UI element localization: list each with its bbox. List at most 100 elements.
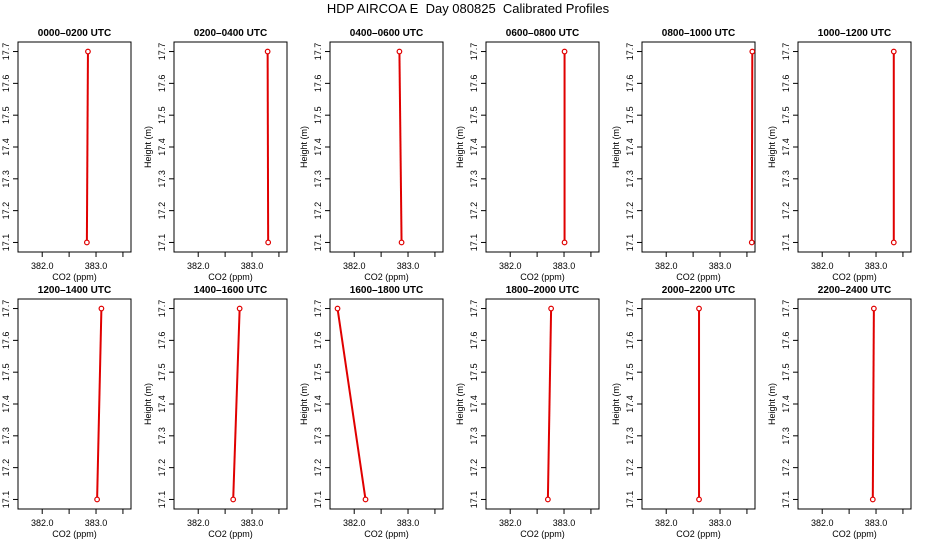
y-tick-label: 17.3	[469, 427, 479, 445]
x-tick-label: 383.0	[241, 261, 264, 271]
y-tick-label: 17.6	[781, 332, 791, 350]
y-tick-label: 17.3	[157, 170, 167, 188]
data-point	[230, 496, 237, 503]
y-tick-label: 17.6	[313, 75, 323, 93]
y-tick-label: 17.3	[157, 427, 167, 445]
y-tick-label: 17.1	[781, 234, 791, 252]
x-tick-label: 382.0	[811, 518, 834, 528]
y-tick-label: 17.7	[313, 300, 323, 318]
x-tick-label: 382.0	[655, 518, 678, 528]
y-tick-label: 17.2	[781, 202, 791, 220]
x-tick-label: 383.0	[553, 261, 576, 271]
y-tick-label: 17.4	[781, 138, 791, 156]
y-axis-label: Height (m)	[611, 126, 621, 168]
x-tick-label: 382.0	[343, 518, 366, 528]
y-tick-label: 17.5	[157, 363, 167, 381]
y-tick-label: 17.7	[469, 300, 479, 318]
y-tick-label: 17.4	[781, 395, 791, 413]
y-tick-label: 17.2	[625, 459, 635, 477]
y-tick-label: 17.6	[625, 75, 635, 93]
profile-line	[546, 308, 553, 500]
y-tick-label: 17.7	[1, 300, 11, 318]
x-axis-label: CO2 (ppm)	[208, 529, 253, 539]
y-tick-label: 17.4	[469, 138, 479, 156]
y-tick-label: 17.3	[625, 170, 635, 188]
plot-frame	[17, 41, 132, 253]
y-tick-label: 17.5	[781, 363, 791, 381]
y-tick-label: 17.7	[157, 43, 167, 61]
x-tick-label: 382.0	[343, 261, 366, 271]
x-tick-label: 382.0	[31, 261, 54, 271]
profile-line	[96, 308, 103, 500]
y-tick-label: 17.2	[625, 202, 635, 220]
y-tick-label: 17.5	[469, 363, 479, 381]
y-tick-label: 17.7	[157, 300, 167, 318]
y-tick-label: 17.6	[1, 75, 11, 93]
data-point	[696, 496, 702, 503]
y-tick-label: 17.5	[1, 106, 11, 124]
y-tick-label: 17.5	[781, 106, 791, 124]
x-tick-label: 383.0	[553, 518, 576, 528]
x-tick-label: 382.0	[811, 261, 834, 271]
y-tick-label: 17.1	[1, 234, 11, 252]
profile-line	[85, 51, 89, 243]
y-tick-label: 17.1	[157, 491, 167, 509]
y-axis-label: Height (m)	[455, 383, 465, 425]
x-tick-label: 383.0	[709, 518, 732, 528]
x-axis-label: CO2 (ppm)	[520, 272, 565, 282]
panel-title: 0000–0200 UTC	[38, 28, 111, 39]
plot-frame	[641, 41, 756, 253]
y-tick-label: 17.1	[157, 234, 167, 252]
data-point	[890, 239, 897, 246]
plot-frame	[173, 298, 288, 510]
plot-frame	[329, 298, 444, 510]
y-tick-label: 17.5	[157, 106, 167, 124]
y-tick-label: 17.4	[157, 395, 167, 413]
x-tick-label: 382.0	[187, 261, 210, 271]
x-tick-label: 383.0	[865, 518, 888, 528]
y-tick-label: 17.1	[625, 491, 635, 509]
x-tick-label: 383.0	[85, 261, 108, 271]
data-point	[398, 239, 405, 246]
x-tick-label: 382.0	[31, 518, 54, 528]
data-point	[396, 48, 403, 55]
y-axis-label: Height (m)	[767, 126, 777, 168]
x-axis-label: CO2 (ppm)	[676, 272, 721, 282]
y-axis-label: Height (m)	[299, 383, 309, 425]
data-point	[749, 48, 756, 55]
y-tick-label: 17.2	[1, 459, 11, 477]
y-tick-label: 17.7	[1, 43, 11, 61]
y-axis-label: Height (m)	[143, 126, 153, 168]
y-tick-label: 17.6	[625, 332, 635, 350]
y-tick-label: 17.6	[1, 332, 11, 350]
data-point	[334, 305, 341, 312]
y-axis-label: Height (m)	[611, 383, 621, 425]
profile-line	[232, 308, 241, 500]
x-tick-label: 383.0	[397, 518, 420, 528]
plot-frame	[485, 41, 600, 253]
panel-title: 1800–2000 UTC	[506, 285, 579, 296]
y-tick-label: 17.3	[625, 427, 635, 445]
figure-title: HDP AIRCOA E Day 080825 Calibrated Profi…	[326, 1, 610, 16]
plot-frame	[485, 298, 600, 510]
y-tick-label: 17.4	[1, 395, 11, 413]
y-tick-label: 17.7	[781, 43, 791, 61]
profile-line	[336, 308, 367, 500]
x-axis-label: CO2 (ppm)	[832, 529, 877, 539]
y-axis-label: Height (m)	[767, 383, 777, 425]
data-point	[561, 239, 568, 246]
panel-title: 1200–1400 UTC	[38, 285, 111, 296]
y-tick-label: 17.1	[469, 491, 479, 509]
y-tick-label: 17.7	[625, 43, 635, 61]
y-tick-label: 17.4	[157, 138, 167, 156]
y-tick-label: 17.2	[469, 459, 479, 477]
data-point	[362, 496, 369, 503]
